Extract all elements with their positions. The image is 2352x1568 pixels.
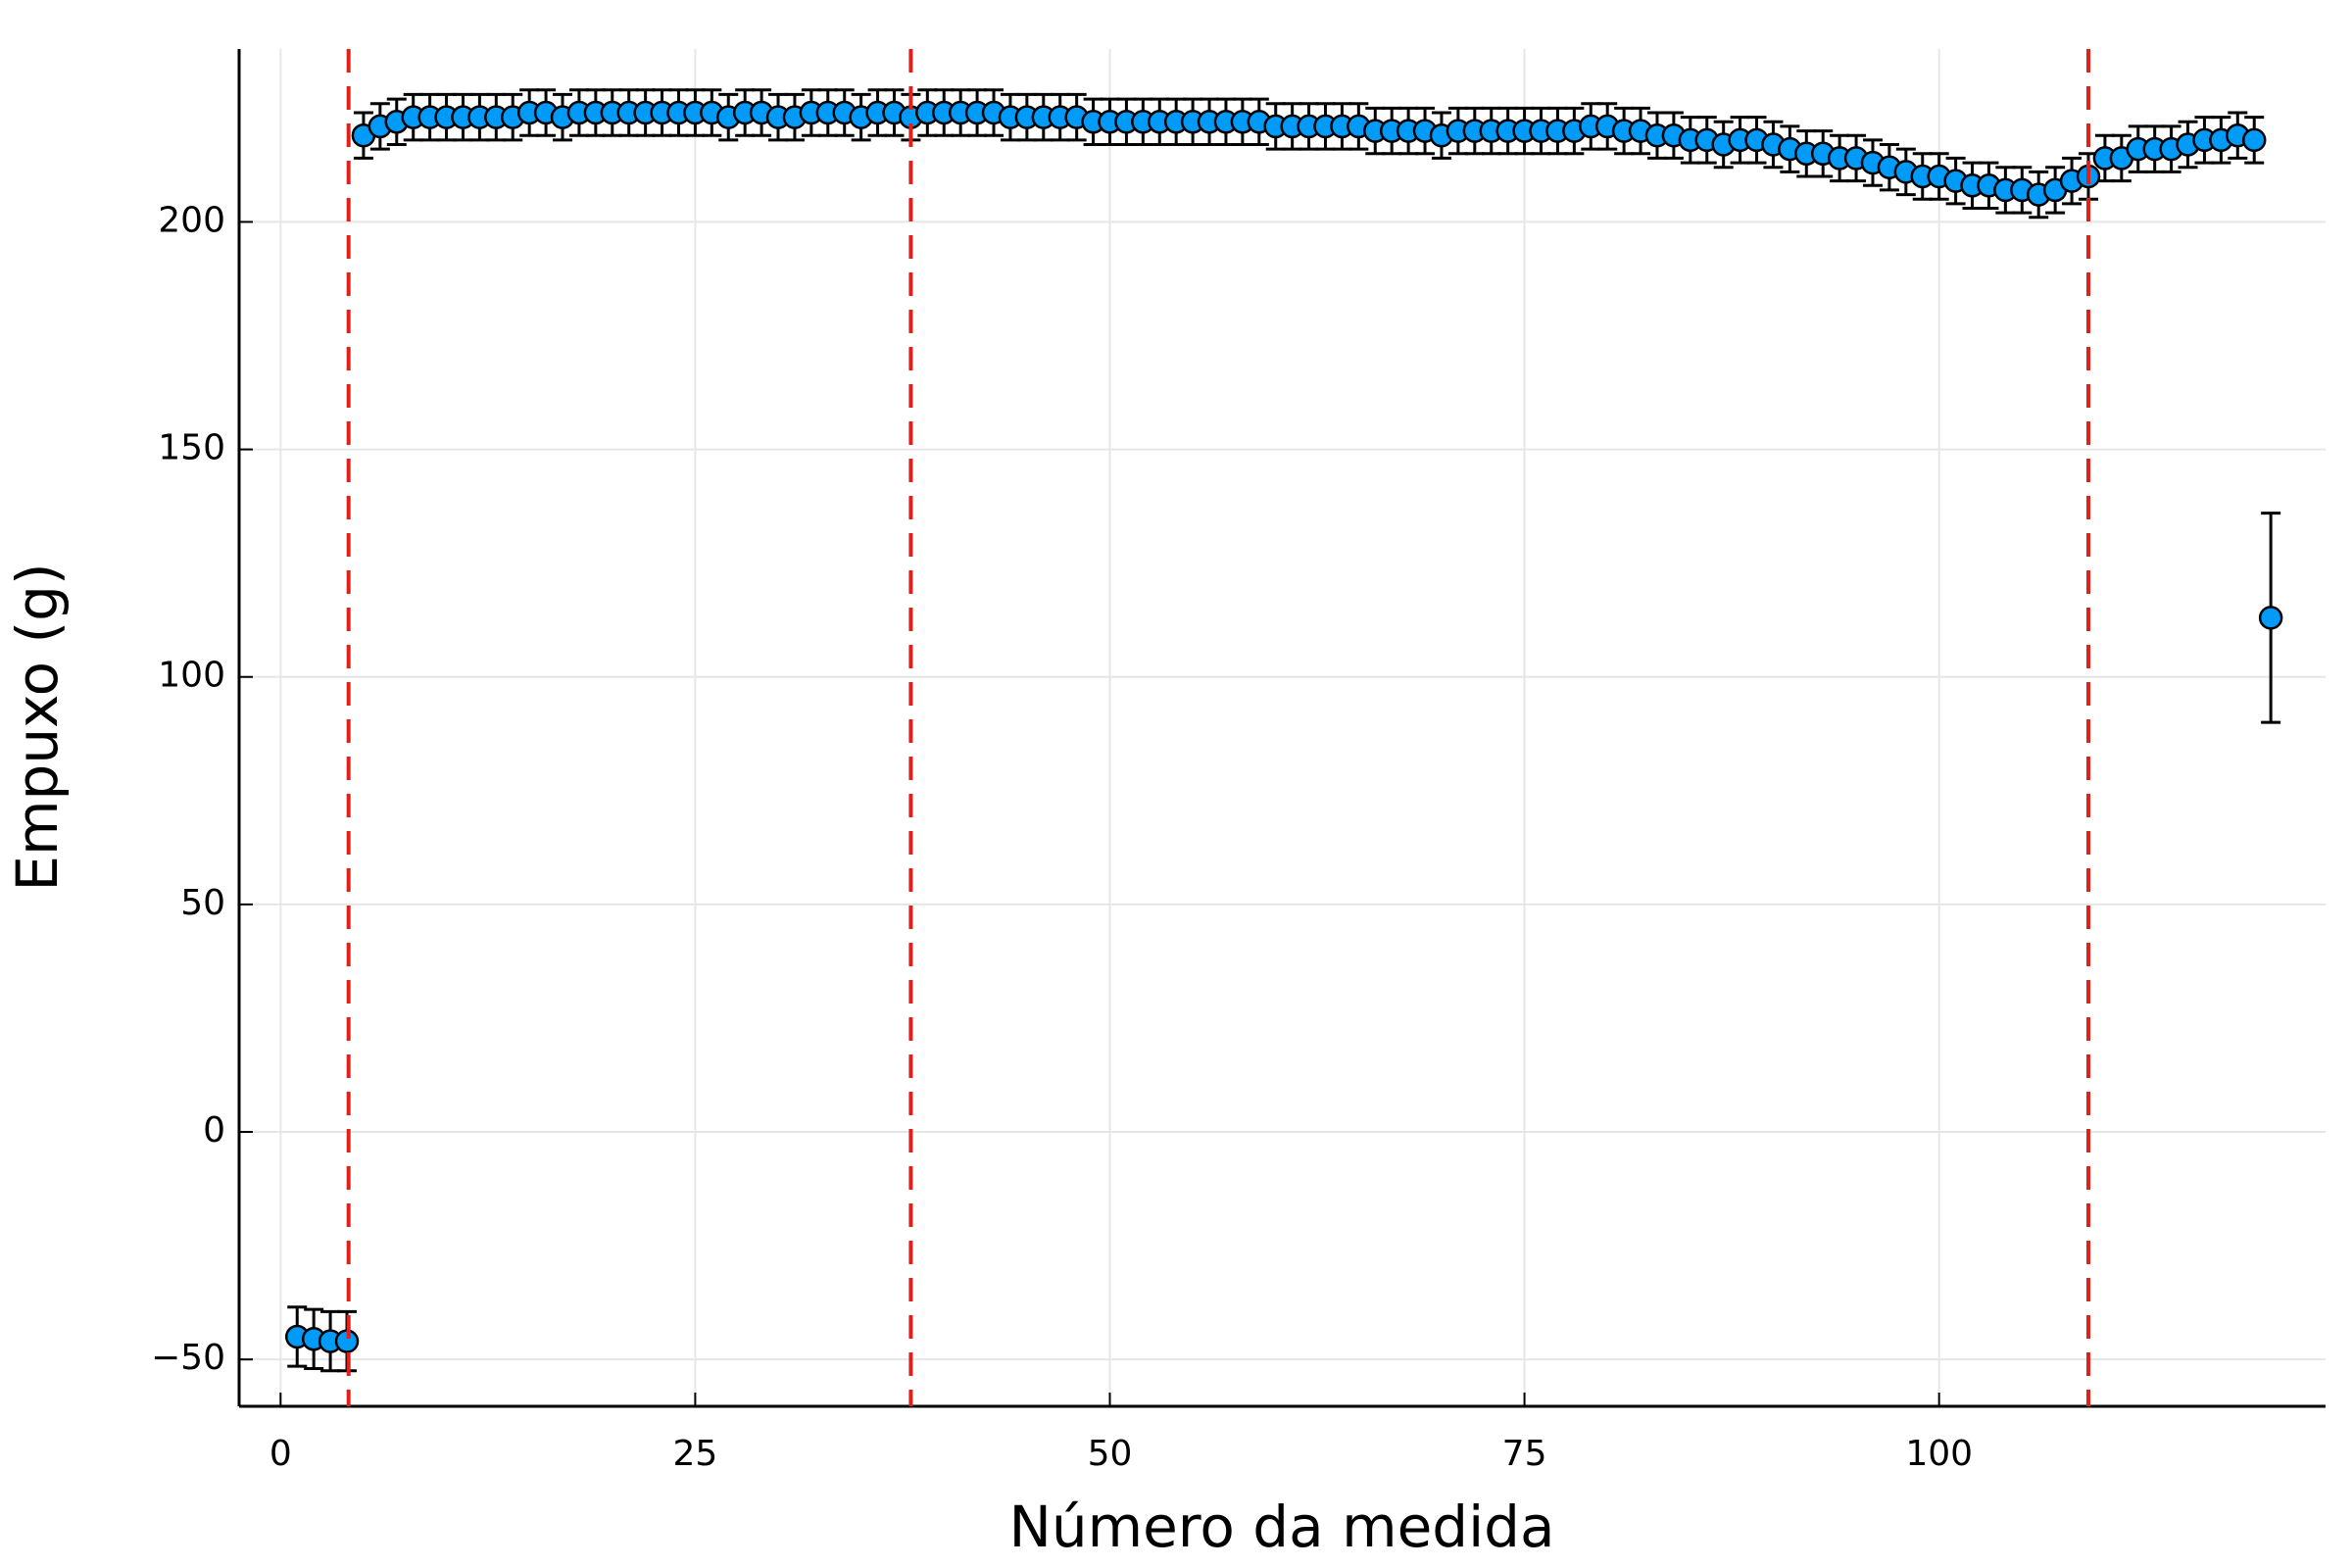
x-tick-label: 75 — [1502, 1434, 1547, 1474]
y-tick-label: 200 — [158, 200, 225, 240]
x-tick-label: 25 — [672, 1434, 717, 1474]
marker — [2241, 127, 2267, 153]
y-tick-label: −50 — [151, 1338, 225, 1378]
y-axis-title: Empuxo (g) — [4, 563, 71, 891]
x-axis-title: Número da medida — [1008, 1494, 1554, 1560]
x-tick-label: 50 — [1088, 1434, 1133, 1474]
y-tick-label: 0 — [203, 1110, 225, 1151]
y-tick-label: 150 — [158, 428, 225, 468]
y-tick-label: 50 — [180, 883, 225, 923]
x-tick-label: 100 — [1905, 1434, 1973, 1474]
x-tick-label: 0 — [270, 1434, 292, 1474]
y-tick-label: 100 — [158, 656, 225, 696]
marker — [2258, 606, 2283, 630]
